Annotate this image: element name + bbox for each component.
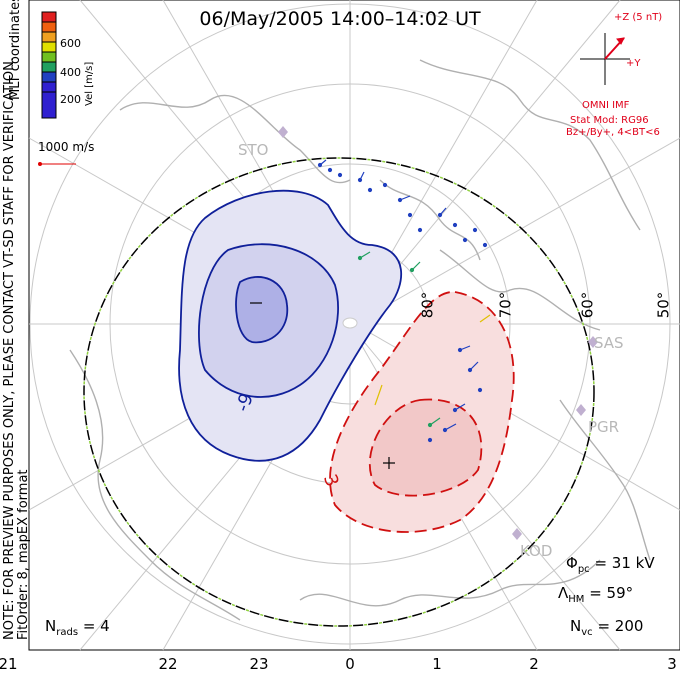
station-label: SAS [594,334,624,352]
imf-source: OMNI IMF [582,100,630,111]
coastlines [69,59,651,621]
imf-clock [580,33,630,85]
imf-condition: Bz+/By+, 4<BT<6 [566,127,660,138]
map-title: 06/May/2005 14:00–14:02 UT [199,8,481,30]
velocity-colorbar [41,11,57,119]
preview-note: NOTE: FOR PREVIEW PURPOSES ONLY, PLEASE … [2,57,17,640]
mlt-tick-label: 2 [529,655,539,673]
pole-marker [342,317,358,329]
radar-count: Nrads = 4 [45,617,110,638]
potential-extrema [250,302,395,469]
dawn-cell [329,291,515,533]
fit-order-text: FitOrder: 8, mapEX format [16,469,31,640]
latitude-label: 60° [578,291,597,319]
imf-y-label: +Y [626,58,641,69]
station-label: STO [238,141,269,159]
mlt-tick-label: 22 [158,655,178,673]
colorbar-label: Vel [m/s] [84,61,95,106]
scale-vector-label: 1000 m/s [38,140,95,154]
mlt-tick-label: 1 [432,655,442,673]
station-markers [278,126,598,540]
mlt-tick-label: 3 [667,655,677,673]
colorbar-tick-600: 600 [60,37,81,50]
mlt-tick-label: 23 [249,655,269,673]
dusk-cell [178,189,402,462]
mlt-tick-label: 0 [345,655,355,673]
hm-boundary-latitude: ΛHM = 59° [558,584,634,605]
velocity-vectors [317,159,491,443]
imf-stat-mod: Stat Mod: RG96 [570,115,649,126]
colorbar-tick-200: 200 [60,93,81,106]
heppner-maynard-boundary [83,157,595,627]
station-label: PGR [588,418,620,436]
latitude-label: 80° [418,291,437,319]
scale-vector-arrow [38,162,76,166]
coordinates-label: MLT coordinates [8,0,23,100]
station-label: KOD [520,542,553,560]
mlt-tick-label: 21 [0,655,18,673]
latitude-label: 70° [496,291,515,319]
cross-polar-cap-potential: Φpc = 31 kV [566,554,655,575]
colorbar-tick-400: 400 [60,66,81,79]
vector-count: Nvc = 200 [570,617,644,638]
imf-z-label: +Z (5 nT) [614,12,663,23]
latitude-label: 50° [654,291,673,319]
